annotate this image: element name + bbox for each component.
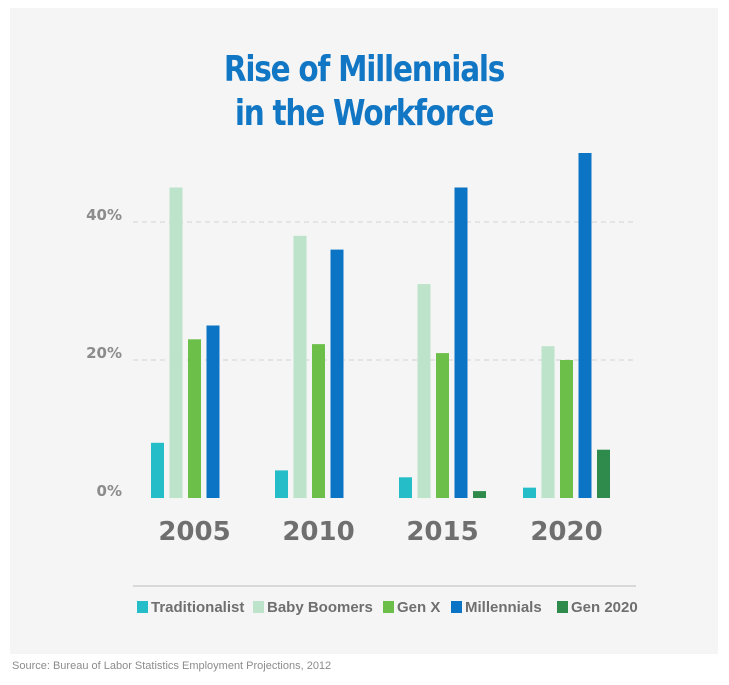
bar-gen-x-2020 (560, 360, 573, 498)
y-tick-label: 0% (97, 482, 122, 500)
x-tick-label: 2010 (282, 517, 354, 547)
x-tick-label: 2020 (530, 517, 602, 547)
legend-swatch (557, 601, 568, 613)
bar-traditionalist-2005 (151, 442, 164, 498)
legend-swatch (253, 601, 264, 613)
legend-item-baby-boomers: Baby Boomers (253, 599, 373, 616)
bar-chart: 0% 20% 40% 2005 2010 2015 2020 Traditionalist… (86, 153, 638, 616)
legend-label: Gen X (397, 599, 440, 616)
bar-traditionalist-2015 (399, 477, 412, 498)
chart-title-line-1: Rise of Millennials (223, 49, 506, 90)
legend-swatch (383, 601, 394, 613)
bar-traditionalist-2020 (523, 487, 536, 498)
legend-item-traditionalist: Traditionalist (137, 599, 244, 616)
chart-title: Rise of Millennials in the Workforce (74, 48, 655, 136)
y-axis-ticks: 0% 20% 40% (86, 206, 122, 500)
bar-gen-x-2005 (188, 339, 201, 498)
source-note: Source: Bureau of Labor Statistics Emplo… (12, 660, 332, 672)
legend-label: Gen 2020 (571, 599, 638, 616)
legend-swatch (137, 601, 148, 613)
legend-label: Millennials (465, 599, 542, 616)
bar-baby-boomers-2015 (417, 284, 431, 498)
bar-millennials-2020 (578, 153, 592, 498)
bar-baby-boomers-2020 (541, 346, 555, 498)
chart-panel: Rise of Millennials in the Workforce (10, 8, 718, 654)
bar-millennials-2005 (206, 325, 220, 498)
y-tick-label: 40% (86, 206, 122, 224)
chart-title-line-2: in the Workforce (234, 93, 495, 134)
x-tick-label: 2005 (158, 517, 230, 547)
legend-label: Baby Boomers (267, 599, 373, 616)
bar-gen-x-2010 (312, 344, 325, 498)
bar-gen-2020-2015 (473, 491, 486, 498)
legend-item-millennials: Millennials (451, 599, 542, 616)
legend-item-gen-2020: Gen 2020 (557, 599, 638, 616)
x-tick-label: 2015 (406, 517, 478, 547)
bars (151, 153, 610, 499)
bar-millennials-2015 (454, 187, 468, 498)
legend-swatch (451, 601, 462, 613)
bar-gen-2020-2020 (597, 449, 610, 498)
bar-millennials-2010 (330, 249, 344, 498)
bar-gen-x-2015 (436, 353, 449, 498)
x-axis-ticks: 2005 2010 2015 2020 (158, 517, 602, 547)
y-tick-label: 20% (86, 344, 122, 362)
bar-traditionalist-2010 (275, 470, 288, 498)
bar-baby-boomers-2005 (169, 187, 183, 498)
bar-baby-boomers-2010 (293, 235, 307, 499)
legend-label: Traditionalist (151, 599, 244, 616)
legend-item-gen-x: Gen X (383, 599, 440, 616)
legend: Traditionalist Baby Boomers Gen X Millennia… (137, 599, 638, 616)
